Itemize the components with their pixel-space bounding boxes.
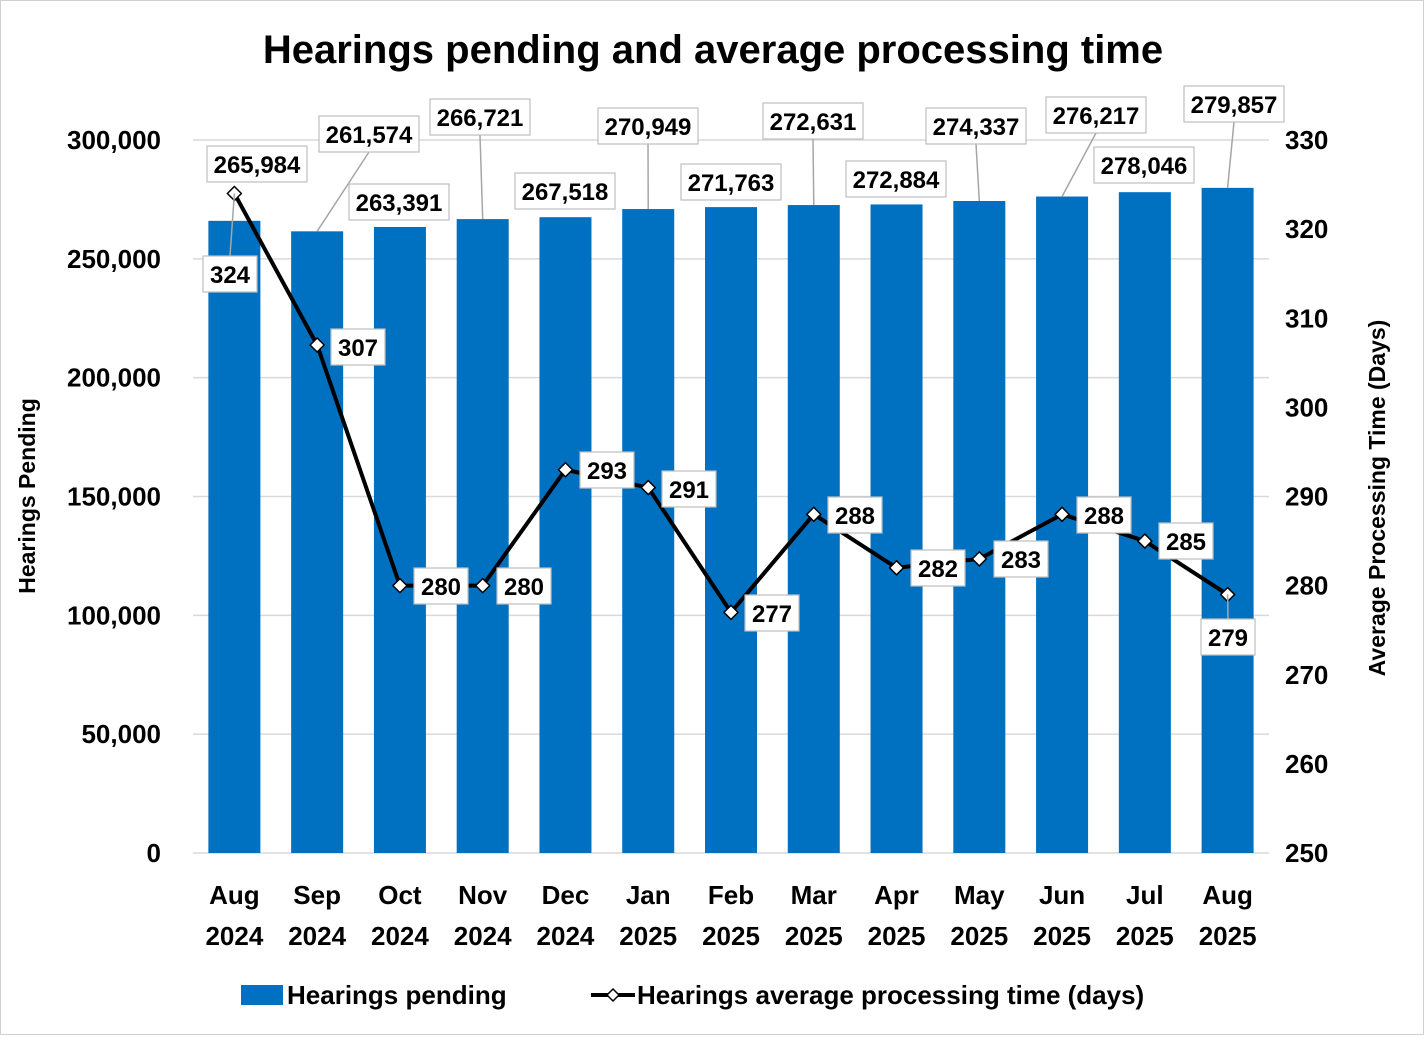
x-tick-label: Sep [293, 880, 341, 910]
x-tick-label: 2025 [1033, 921, 1091, 951]
bar-data-label: 271,763 [688, 170, 775, 197]
x-tick-label: 2025 [785, 921, 843, 951]
line-data-label: 279 [1208, 625, 1248, 652]
y-right-tick-label: 330 [1285, 125, 1328, 155]
bar [208, 221, 260, 853]
bar-data-label: 279,857 [1191, 92, 1278, 119]
y-right-tick-label: 260 [1285, 749, 1328, 779]
line-data-label: 285 [1166, 529, 1206, 556]
y-left-tick-label: 200,000 [67, 363, 161, 393]
x-tick-label: Jan [626, 880, 671, 910]
y-right-tick-label: 290 [1285, 482, 1328, 512]
y-left-tick-label: 300,000 [67, 125, 161, 155]
line-data-label: 283 [1001, 547, 1041, 574]
x-tick-label: 2024 [371, 921, 429, 951]
x-tick-label: May [954, 880, 1005, 910]
y-right-tick-label: 310 [1285, 303, 1328, 333]
line-data-label: 280 [504, 574, 544, 601]
bar-data-label: 267,518 [522, 179, 609, 206]
bar-data-label: 263,391 [356, 190, 443, 217]
x-tick-label: Aug [209, 880, 260, 910]
x-tick-label: 2025 [950, 921, 1008, 951]
x-tick-label: 2024 [537, 921, 595, 951]
line-data-label: 282 [918, 556, 958, 583]
x-tick-label: Mar [791, 880, 837, 910]
bar-data-label: 272,884 [853, 167, 940, 194]
x-tick-label: Apr [874, 880, 919, 910]
x-tick-label: 2025 [619, 921, 677, 951]
y-left-tick-label: 100,000 [67, 600, 161, 630]
y-right-axis-label: Average Processing Time (Days) [1364, 320, 1390, 677]
bar [705, 207, 757, 853]
bar [539, 217, 591, 853]
y-right-tick-label: 250 [1285, 838, 1328, 868]
y-right-tick-label: 280 [1285, 571, 1328, 601]
bar-label-leader [1062, 133, 1096, 197]
y-left-tick-label: 0 [147, 838, 161, 868]
x-tick-label: 2025 [702, 921, 760, 951]
legend-label-line: Hearings average processing time (days) [637, 980, 1144, 1010]
legend-marker-icon [607, 989, 619, 1001]
x-tick-label: 2024 [288, 921, 346, 951]
y-right-tick-label: 300 [1285, 392, 1328, 422]
line-data-label: 293 [587, 458, 627, 485]
bar-data-label: 274,337 [933, 114, 1020, 141]
line-data-label: 277 [752, 601, 792, 628]
bar-label-leader [976, 144, 979, 201]
bar-label-leader [480, 135, 483, 219]
x-tick-label: 2024 [205, 921, 263, 951]
bar-label-leader [813, 139, 814, 205]
x-tick-label: 2025 [868, 921, 926, 951]
line-data-label: 307 [338, 335, 378, 362]
bar-data-label: 276,217 [1053, 103, 1140, 130]
bar-data-label: 278,046 [1101, 153, 1188, 180]
legend-label-bar: Hearings pending [287, 980, 507, 1010]
bar [291, 231, 343, 853]
y-right-tick-label: 270 [1285, 660, 1328, 690]
line-data-label: 291 [669, 477, 709, 504]
x-tick-label: Feb [708, 880, 754, 910]
line-data-label: 288 [835, 503, 875, 530]
legend-swatch-bar [241, 985, 283, 1005]
bar [374, 227, 426, 853]
x-tick-label: Oct [378, 880, 422, 910]
y-left-axis-label: Hearings Pending [14, 398, 40, 594]
line-data-label: 288 [1084, 503, 1124, 530]
x-tick-label: Dec [542, 880, 590, 910]
x-tick-label: 2025 [1199, 921, 1257, 951]
y-left-tick-label: 150,000 [67, 482, 161, 512]
legend: Hearings pending Hearings average proces… [241, 980, 1144, 1010]
line-data-label: 324 [210, 262, 251, 289]
bar-data-label: 270,949 [605, 114, 692, 141]
bar-data-label: 266,721 [437, 105, 524, 132]
bar [953, 201, 1005, 853]
y-left-tick-label: 50,000 [81, 719, 161, 749]
chart-title: Hearings pending and average processing … [263, 28, 1163, 72]
x-tick-label: Jul [1126, 880, 1164, 910]
y-left-tick-label: 250,000 [67, 244, 161, 274]
x-tick-label: Jun [1039, 880, 1085, 910]
bar [457, 219, 509, 853]
y-right-tick-label: 320 [1285, 214, 1328, 244]
bar [622, 209, 674, 853]
bar-data-label: 265,984 [214, 152, 301, 179]
x-tick-label: Aug [1202, 880, 1253, 910]
line-data-label: 280 [421, 574, 461, 601]
bar [1202, 188, 1254, 853]
x-tick-label: Nov [458, 880, 508, 910]
bar-data-label: 261,574 [326, 122, 413, 149]
x-tick-label: 2024 [454, 921, 512, 951]
bar-data-label: 272,631 [770, 109, 857, 136]
x-tick-label: 2025 [1116, 921, 1174, 951]
bar-label-leader [1228, 122, 1234, 188]
